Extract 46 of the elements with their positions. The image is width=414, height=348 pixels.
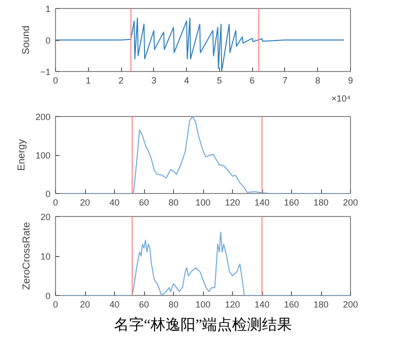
text: 名字“林逸阳”端点检测结果 [114, 316, 292, 334]
x-tick-label: 40 [109, 198, 120, 208]
x-tick-label: 80 [168, 198, 179, 208]
x-tick-label: 6 [250, 76, 255, 86]
x-tick-label: 20 [80, 300, 90, 310]
x-tick-label: 200 [342, 198, 358, 208]
y-tick-label: 20 [40, 212, 51, 222]
x-tick-label: 2 [118, 76, 124, 86]
y-tick-label: 1 [45, 4, 51, 14]
x-tick-label: 5 [216, 76, 222, 86]
x-tick-label: 80 [168, 300, 179, 310]
x-tick-label: 100 [195, 198, 211, 208]
y-axis-title: Energy [16, 139, 28, 171]
y-tick-label: −1 [40, 67, 51, 77]
x-tick-label: 9 [348, 76, 354, 86]
x-tick-label: 120 [224, 198, 240, 208]
y-tick-label: 0 [45, 189, 51, 199]
x-tick-label: 8 [315, 76, 320, 86]
y-tick-label: 10 [40, 252, 51, 262]
x-tick-label: 0 [52, 76, 58, 86]
y-tick-label: 100 [35, 150, 51, 160]
x-tick-label: 180 [313, 300, 329, 310]
x-tick-label: 200 [342, 300, 358, 310]
x-tick-label: 100 [195, 300, 211, 310]
x-tick-label: 60 [138, 300, 150, 310]
x-tick-label: 120 [224, 300, 240, 310]
y-axis-title: ZeroCrossRate [21, 222, 32, 290]
x-tick-label: 0 [52, 300, 58, 310]
y-tick-label: 0 [45, 291, 51, 301]
x-tick-label: 7 [282, 76, 288, 86]
x-tick-label: 140 [254, 198, 270, 208]
x-tick-label: 160 [284, 300, 300, 310]
x-tick-label: 3 [151, 76, 156, 86]
x-tick-label: 0 [52, 198, 58, 208]
text: ×10⁴ [331, 94, 351, 104]
x-tick-label: 180 [313, 198, 329, 208]
x-tick-label: 160 [284, 198, 300, 208]
y-tick-label: 200 [35, 112, 51, 122]
x-tick-label: 1 [86, 76, 91, 86]
x-tick-label: 40 [109, 300, 120, 310]
x-tick-label: 4 [184, 76, 190, 86]
y-axis-title: Sound [21, 26, 32, 54]
x-tick-label: 60 [138, 198, 150, 208]
x-tick-label: 140 [254, 300, 270, 310]
y-tick-label: 0 [45, 36, 51, 46]
x-tick-label: 20 [80, 198, 90, 208]
